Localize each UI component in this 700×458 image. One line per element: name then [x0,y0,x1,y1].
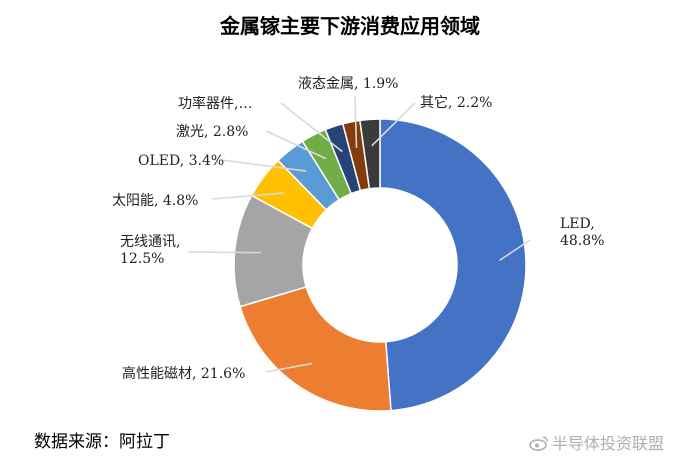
leader-line-6 [265,130,327,160]
slice-label-line: 无线通讯, [120,234,180,250]
slice-label-4: 太阳能, 4.8% [112,193,198,209]
slice-label-6: 激光, 2.8% [176,123,248,140]
slice-label-9: 其它, 2.2% [420,94,492,111]
leader-line-9 [371,102,416,147]
slice-label-line: 激光, 2.8% [176,123,248,140]
slice-label-3: 无线通讯, 12.5% [120,234,180,267]
slice-9 [359,118,381,190]
slice-label-8: 液态金属, 1.9% [298,76,398,92]
slice-label-2: 高性能磁材, 21.6% [122,365,245,382]
slice-label-line: 48.8% [560,233,604,249]
slice-label-line: 高性能磁材, 21.6% [122,365,245,382]
slice-label-line: 功率器件,… [178,95,252,112]
slice-2 [239,286,392,412]
slice-label-1: LED, 48.8% [560,216,604,249]
slice-label-line: 液态金属, 1.9% [298,76,398,92]
slice-label-line: 12.5% [120,251,164,267]
leader-line-5 [221,159,307,172]
slice-label-line: OLED, 3.4% [138,153,224,169]
source-note: 数据来源：阿拉丁 [34,432,170,452]
weibo-icon [529,436,549,451]
slice-label-line: 其它, 2.2% [420,94,492,111]
slice-label-7: 功率器件,… [178,95,252,112]
slice-label-5: OLED, 3.4% [138,153,224,169]
chart-title: 金属镓主要下游消费应用领域 [220,14,480,38]
slice-1 [379,118,527,412]
slice-label-line: 太阳能, 4.8% [112,193,198,209]
leader-line-4 [211,192,285,200]
leader-line-2 [265,362,313,373]
slice-label-line: LED, [560,216,595,232]
leader-line-8 [354,95,358,148]
leader-line-3 [187,251,262,254]
watermark: 半导体投资联盟 [529,430,664,454]
watermark-text: 半导体投资联盟 [552,434,665,453]
leader-line-7 [280,102,343,153]
leader-line-1 [498,239,531,262]
